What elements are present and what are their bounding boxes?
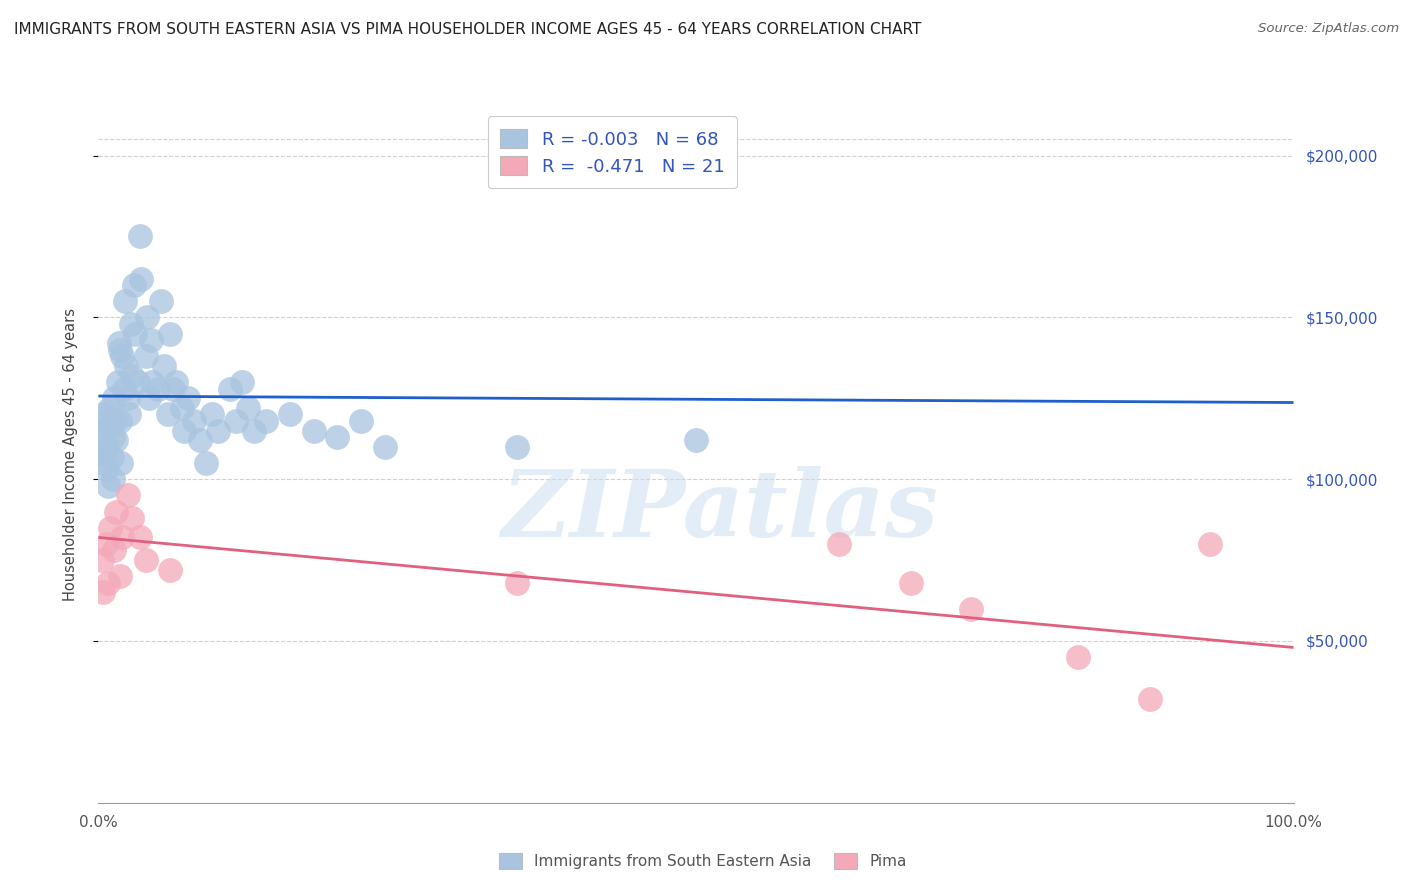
Point [188,434,211,448]
Point [108,343,131,357]
Point [236,401,259,415]
Point [111,349,134,363]
Point [101,430,124,444]
Point [117,488,139,502]
Point [117,392,139,406]
Point [506,575,529,590]
Point [139,333,162,347]
Text: Source: ZipAtlas.com: Source: ZipAtlas.com [1258,22,1399,36]
Point [374,440,396,454]
Point [97,478,120,492]
Point [129,229,152,244]
Point [506,440,529,454]
Point [159,326,181,341]
Point [91,585,114,599]
Point [118,408,141,422]
Point [148,382,170,396]
Point [135,349,157,363]
Point [302,424,325,438]
Point [127,375,149,389]
Point [121,511,143,525]
Point [105,434,128,448]
Point [254,414,277,428]
Point [129,531,152,545]
Point [165,375,187,389]
Point [828,537,851,551]
Point [172,401,194,415]
Point [162,382,184,396]
Point [243,424,266,438]
Point [156,408,179,422]
Point [107,336,129,351]
Point [91,553,114,567]
Point [685,434,707,448]
Point [107,375,129,389]
Y-axis label: Householder Income Ages 45 - 64 years: Householder Income Ages 45 - 64 years [63,309,77,601]
Point [112,382,135,396]
Point [115,359,138,373]
Point [110,456,132,470]
Point [120,317,142,331]
Point [1139,692,1161,706]
Point [1198,537,1220,551]
Text: IMMIGRANTS FROM SOUTH EASTERN ASIA VS PIMA HOUSEHOLDER INCOME AGES 45 - 64 YEARS: IMMIGRANTS FROM SOUTH EASTERN ASIA VS PI… [14,22,921,37]
Point [90,430,112,444]
Point [231,375,253,389]
Legend: R = -0.003   N = 68, R =  -0.471   N = 21: R = -0.003 N = 68, R = -0.471 N = 21 [488,116,737,188]
Point [94,414,117,428]
Point [108,414,131,428]
Point [91,408,114,422]
Point [153,359,176,373]
Point [103,392,125,406]
Point [96,440,118,454]
Point [100,450,122,464]
Legend: Immigrants from South Eastern Asia, Pima: Immigrants from South Eastern Asia, Pima [494,847,912,875]
Point [131,271,153,285]
Point [124,326,146,341]
Point [173,424,195,438]
Point [135,553,157,567]
Point [93,424,115,438]
Point [201,408,224,422]
Point [159,563,181,577]
Point [959,601,981,615]
Point [91,446,114,460]
Point [207,424,229,438]
Point [108,569,131,583]
Point [94,537,117,551]
Point [101,472,124,486]
Point [96,462,118,476]
Text: ZIPatlas: ZIPatlas [502,466,938,556]
Point [900,575,922,590]
Point [225,414,247,428]
Point [278,408,301,422]
Point [141,375,163,389]
Point [183,414,205,428]
Point [219,382,242,396]
Point [124,278,146,293]
Point [103,543,125,558]
Point [114,294,136,309]
Point [97,575,120,590]
Point [98,401,122,415]
Point [121,368,143,383]
Point [326,430,349,444]
Point [104,414,127,428]
Point [98,521,122,535]
Point [111,531,134,545]
Point [1067,650,1090,665]
Point [138,392,160,406]
Point [350,414,373,428]
Point [149,294,172,309]
Point [136,310,159,325]
Point [98,420,122,434]
Point [177,392,200,406]
Point [194,456,218,470]
Point [105,504,128,518]
Point [93,456,115,470]
